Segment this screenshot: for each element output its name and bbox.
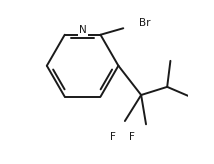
Text: F: F <box>129 132 135 142</box>
Text: N: N <box>79 25 86 35</box>
Text: F: F <box>110 132 116 142</box>
Text: Br: Br <box>139 18 150 28</box>
